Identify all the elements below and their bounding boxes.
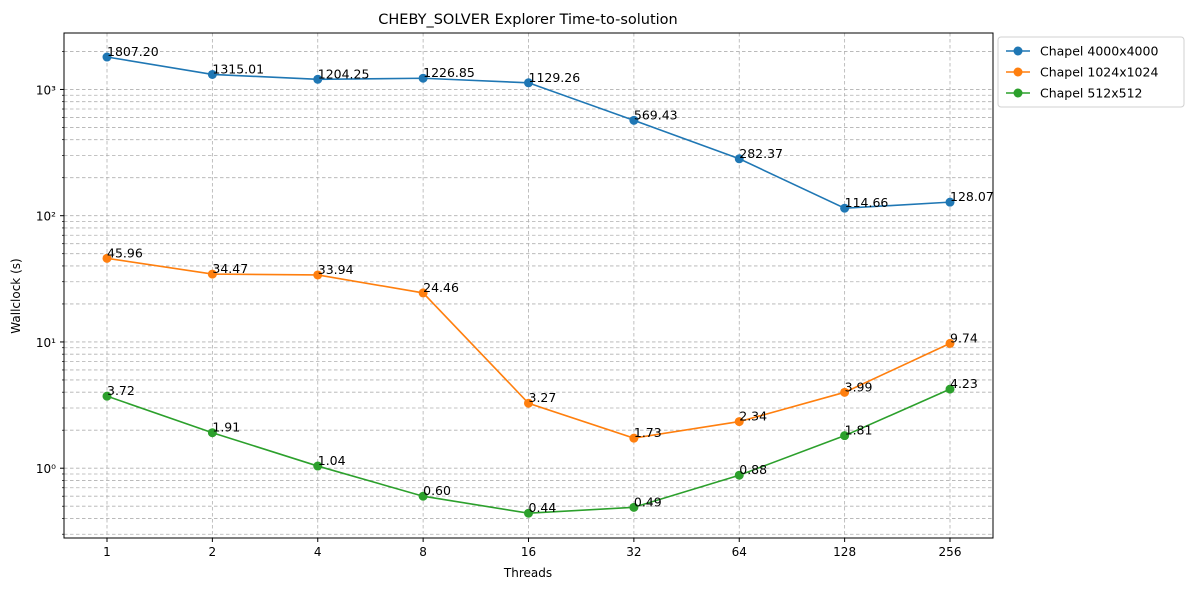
x-tick-label: 128 [833, 545, 856, 559]
y-axis: 10⁰ 10¹ 10² 10³ [36, 51, 64, 535]
series-1: 1807.20 1315.01 1204.25 1226.85 1129.26 569.4… [102, 44, 994, 213]
data-point [734, 470, 744, 480]
data-label: 0.60 [423, 483, 451, 498]
legend-marker [1013, 46, 1023, 56]
data-point [418, 73, 428, 83]
legend-label: Chapel 4000x4000 [1040, 44, 1158, 59]
data-point [629, 433, 639, 443]
legend-marker [1013, 67, 1023, 77]
data-label: 1129.26 [529, 70, 581, 85]
legend: Chapel 4000x4000 Chapel 1024x1024 Chapel 5… [997, 36, 1185, 108]
data-point [313, 74, 323, 84]
series-3: 3.72 1.91 1.04 0.60 0.44 0.49 0.88 1.81 4.23 [102, 376, 978, 518]
legend-item: Chapel 1024x1024 [1006, 65, 1158, 80]
data-label: 1807.20 [107, 44, 159, 59]
data-label: 0.88 [739, 462, 767, 477]
data-label: 1315.01 [212, 61, 264, 76]
data-label: 1.04 [318, 453, 346, 468]
x-tick-label: 8 [419, 545, 427, 559]
data-point [945, 338, 955, 348]
data-label: 1226.85 [423, 65, 475, 80]
chart-title: CHEBY_SOLVER Explorer Time-to-solution [378, 12, 678, 28]
x-tick-label: 32 [626, 545, 641, 559]
x-tick-label: 1 [103, 545, 111, 559]
x-axis-label: Threads [503, 566, 552, 580]
data-label: 569.43 [634, 107, 678, 122]
data-point [207, 69, 217, 79]
series-2: 45.96 34.47 33.94 24.46 3.27 1.73 2.34 3.99 9.74 [102, 245, 978, 443]
data-point [418, 288, 428, 298]
data-point [840, 431, 850, 441]
grid [64, 33, 993, 538]
legend-marker [1013, 88, 1023, 98]
data-point [102, 52, 112, 62]
data-label: 2.34 [739, 409, 767, 424]
data-point [313, 270, 323, 280]
x-tick-label: 256 [939, 545, 962, 559]
data-label: 1204.25 [318, 66, 370, 81]
data-label: 3.27 [529, 390, 557, 405]
series-group: 1807.20 1315.01 1204.25 1226.85 1129.26 569.4… [102, 44, 994, 518]
data-label: 0.44 [529, 500, 557, 515]
data-point [945, 384, 955, 394]
legend-box [997, 36, 1185, 108]
data-label: 0.49 [634, 494, 662, 509]
y-axis-label: Wallclock (s) [9, 258, 23, 333]
data-point [524, 508, 533, 518]
data-label: 34.47 [212, 261, 248, 276]
data-label: 1.91 [212, 420, 240, 435]
data-label: 1.81 [845, 423, 873, 438]
legend-label: Chapel 512x512 [1040, 86, 1143, 101]
data-point [102, 391, 112, 401]
x-tick-label: 16 [521, 545, 536, 559]
data-point [102, 253, 112, 263]
data-label: 1.73 [634, 425, 662, 440]
data-label: 128.07 [950, 189, 994, 204]
legend-item: Chapel 4000x4000 [1006, 44, 1158, 59]
x-tick-label: 64 [732, 545, 747, 559]
data-label: 3.72 [107, 383, 135, 398]
data-point [734, 154, 744, 164]
data-point [840, 387, 850, 397]
legend-label: Chapel 1024x1024 [1040, 65, 1158, 80]
y-tick-label: 10⁰ [36, 462, 56, 476]
data-label: 4.23 [950, 376, 978, 391]
data-label: 3.99 [845, 379, 873, 394]
x-axis: 1 2 4 8 16 32 64 128 256 [103, 538, 961, 559]
data-label: 33.94 [318, 262, 354, 277]
y-tick-label: 10¹ [36, 336, 56, 350]
data-label: 45.96 [107, 245, 143, 260]
data-point [524, 78, 533, 88]
data-point [734, 417, 744, 427]
data-point [629, 115, 639, 125]
data-label: 282.37 [739, 146, 783, 161]
y-tick-label: 10³ [36, 83, 56, 97]
data-point [207, 428, 217, 438]
y-tick-label: 10² [36, 210, 56, 224]
data-label: 9.74 [950, 330, 978, 345]
data-point [418, 491, 428, 501]
data-point [524, 398, 533, 408]
x-tick-label: 4 [314, 545, 322, 559]
data-label: 114.66 [845, 195, 889, 210]
data-point [629, 502, 639, 512]
legend-item: Chapel 512x512 [1006, 86, 1143, 101]
data-point [207, 269, 217, 279]
data-label: 24.46 [423, 280, 459, 295]
data-point [945, 197, 955, 207]
data-point [313, 461, 323, 471]
data-point [840, 203, 850, 213]
x-tick-label: 2 [209, 545, 217, 559]
